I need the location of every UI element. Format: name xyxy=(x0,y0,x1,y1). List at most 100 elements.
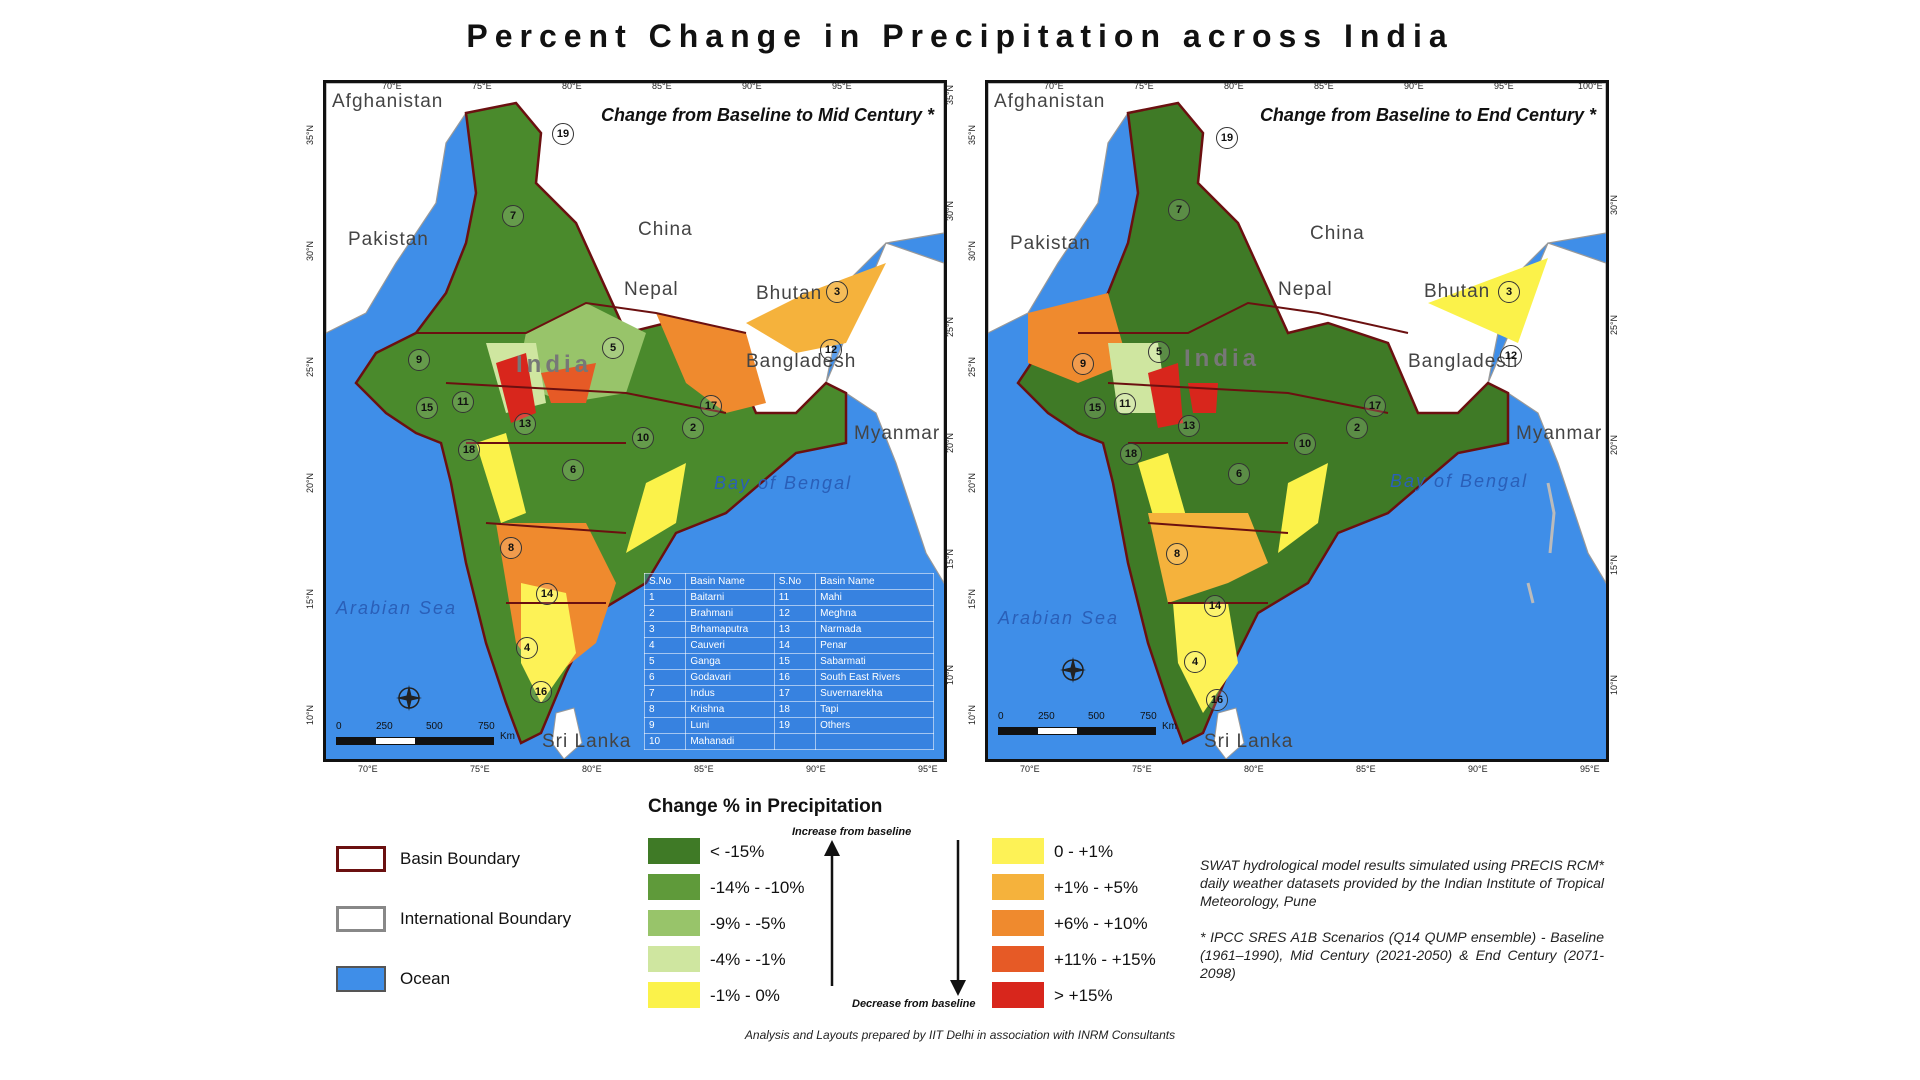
basin-name-cell: Narmada xyxy=(815,621,934,638)
panel-title: Change from Baseline to Mid Century * xyxy=(600,105,934,125)
table-row: 5 Ganga 15 Sabarmati xyxy=(643,653,934,670)
tick-label: 10°N xyxy=(305,704,316,726)
country-label-nepal: Nepal xyxy=(1278,279,1333,300)
andaman-islands xyxy=(1526,482,1556,604)
basin-boundaries xyxy=(1078,301,1409,604)
patch-west-orange xyxy=(1028,293,1128,383)
tick-label: 25°N xyxy=(1609,314,1620,336)
table-header-sno: S.No xyxy=(643,573,687,590)
basin-name-cell: Mahanadi xyxy=(685,733,775,750)
patch-red xyxy=(1148,363,1183,428)
india-map-end xyxy=(988,83,1606,759)
country-label-sri-lanka: Sri Lanka xyxy=(1204,731,1294,752)
patch-red xyxy=(496,353,536,423)
country-label-bhutan: Bhutan xyxy=(1424,281,1491,302)
basin-number-cell: 4 xyxy=(643,637,687,654)
table-row: 7 Indus 17 Suvernarekha xyxy=(643,685,934,702)
basin-label-8: 8 xyxy=(1166,543,1188,565)
tick-top-80: 80°E xyxy=(1224,81,1244,91)
tick-label: 25°N xyxy=(945,316,956,338)
ocean-swatch xyxy=(336,966,386,992)
sea-label-arabian: Arabian Sea xyxy=(998,608,1120,628)
basin-label-10: 10 xyxy=(1294,433,1316,455)
basin-number-cell: 1 xyxy=(643,589,687,606)
country-label-sri-lanka: Sri Lanka xyxy=(542,731,632,752)
table-row: 10 Mahanadi xyxy=(643,733,934,750)
basin-label-17: 17 xyxy=(1364,395,1386,417)
scale-label-500: 500 xyxy=(426,721,443,732)
map-mid-century: Change from Baseline to Mid Century * Af… xyxy=(323,80,947,762)
table-header-basin: Basin Name xyxy=(815,573,934,590)
basin-name-cell: Tapi xyxy=(815,701,934,718)
scale-label-750: 750 xyxy=(1140,711,1157,722)
legend-swatch xyxy=(648,982,700,1008)
table-header-basin: Basin Name xyxy=(685,573,775,590)
tick-label: 15°N xyxy=(1609,554,1620,576)
international-boundary-swatch xyxy=(336,906,386,932)
basin-label-19: 19 xyxy=(552,123,574,145)
basin-number-cell: 8 xyxy=(643,701,687,718)
basin-label-4: 4 xyxy=(1184,651,1206,673)
tick-label: 80°E xyxy=(1244,764,1264,774)
basin-table-body: 1 Baitarni 11 Mahi 2 Brahmani 12 Meghna 3 Brhamap… xyxy=(643,589,934,750)
sea-label-arabian: Arabian Sea xyxy=(336,598,458,618)
patch-east-coast xyxy=(626,463,686,553)
tick-label: 20°N xyxy=(967,472,978,494)
basin-label-6: 6 xyxy=(562,459,584,481)
basin-label-10: 10 xyxy=(632,427,654,449)
scale-label-0: 0 xyxy=(336,721,342,732)
tick-top-95: 95°E xyxy=(832,81,852,91)
compass-icon xyxy=(396,685,422,711)
decrease-note: Decrease from baseline xyxy=(852,998,976,1010)
country-label-india: India xyxy=(516,351,593,378)
tick-label: 10°N xyxy=(967,704,978,726)
basin-number-cell: 7 xyxy=(643,685,687,702)
basin-number-cell: 5 xyxy=(643,653,687,670)
legend-label: -1% - 0% xyxy=(710,986,780,1005)
tick-top-70: 70°E xyxy=(382,81,402,91)
tick-label: 10°N xyxy=(945,664,956,686)
credit-line: Analysis and Layouts prepared by IIT Del… xyxy=(744,1028,1176,1042)
scale-label-500: 500 xyxy=(1088,711,1105,722)
legend-label: 0 - +1% xyxy=(1054,842,1114,861)
scale-bar-graphic xyxy=(336,737,494,745)
tick-label: 15°N xyxy=(967,588,978,610)
legend-label: International Boundary xyxy=(400,909,572,928)
patch-orange xyxy=(656,313,766,413)
basin-label-7: 7 xyxy=(502,205,524,227)
tick-label: 30°N xyxy=(945,200,956,222)
basin-number-cell: 10 xyxy=(643,733,687,750)
country-label-nepal: Nepal xyxy=(624,279,679,300)
patch-northeast xyxy=(746,263,886,353)
basin-boundaries xyxy=(416,301,747,604)
page-title: Percent Change in Precipitation across I… xyxy=(466,18,1454,54)
basin-number-cell xyxy=(773,733,817,750)
basin-label-13: 13 xyxy=(514,413,536,435)
tick-label: 25°N xyxy=(305,356,316,378)
legend-swatch xyxy=(648,838,700,864)
panel-title: Change from Baseline to End Century * xyxy=(1259,105,1596,125)
basin-label-7: 7 xyxy=(1168,199,1190,221)
basin-name-cell: Baitarni xyxy=(685,589,775,606)
tick-label: 15°N xyxy=(945,548,956,570)
basin-label-13: 13 xyxy=(1178,415,1200,437)
basin-number-cell: 15 xyxy=(773,653,817,670)
basin-name-cell: Others xyxy=(815,717,934,734)
legend-swatch xyxy=(648,874,700,900)
basin-number-cell: 2 xyxy=(643,605,687,622)
tick-label: 85°E xyxy=(1356,764,1376,774)
basin-label-15: 15 xyxy=(416,397,438,419)
tick-label: 75°E xyxy=(470,764,490,774)
country-label-afghanistan: Afghanistan xyxy=(994,91,1106,112)
legend-swatch xyxy=(992,838,1044,864)
basin-label-16: 16 xyxy=(1206,689,1228,711)
sri-lanka-land xyxy=(1213,707,1245,759)
patch-west-coast xyxy=(476,433,526,523)
scenario-note: * IPCC SRES A1B Scenarios (Q14 QUMP ense… xyxy=(1200,929,1604,981)
basin-label-19: 19 xyxy=(1216,127,1238,149)
table-row: 2 Brahmani 12 Meghna xyxy=(643,605,934,622)
tick-top-70: 70°E xyxy=(1044,81,1064,91)
legend-label: Basin Boundary xyxy=(400,849,521,868)
tick-label: 75°E xyxy=(1132,764,1152,774)
legend-swatch xyxy=(648,946,700,972)
